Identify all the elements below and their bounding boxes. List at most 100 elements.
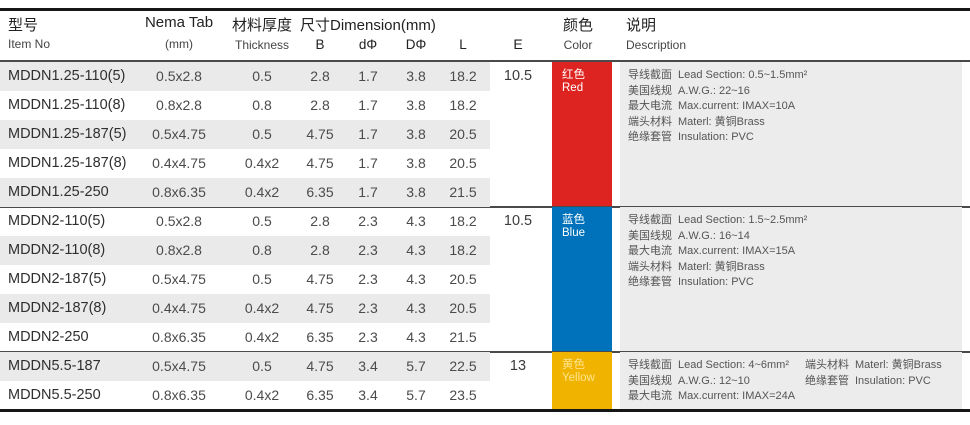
nema-tab-value: 0.4x4.75 xyxy=(152,300,206,316)
thickness-value: 0.8 xyxy=(252,242,272,258)
color-name-zh: 蓝色 xyxy=(562,214,585,226)
nema-tab-value: 0.5x4.75 xyxy=(152,358,206,374)
dim-l-value: 21.5 xyxy=(449,184,477,200)
desc-en: A.W.G.: 22~16 xyxy=(678,84,750,97)
dim-Dphi-value: 3.8 xyxy=(406,97,426,113)
desc-en: Lead Section: 4~6mm² xyxy=(678,359,789,371)
dim-l-value: 20.5 xyxy=(449,271,477,287)
desc-zh: 导线截面 xyxy=(628,359,672,371)
nema-tab-value: 0.5x2.8 xyxy=(156,68,202,84)
nema-tab-value: 0.5x4.75 xyxy=(152,126,206,142)
color-swatch-yellow: 黄色 Yellow xyxy=(552,352,612,409)
header-separator xyxy=(0,60,970,62)
desc-line: 端头材料 Materl: 黄铜Brass xyxy=(805,358,942,374)
dim-l-value: 20.5 xyxy=(449,126,477,142)
item-no: MDDN1.25-110(5) xyxy=(8,68,126,84)
table-row: MDDN1.25-250 0.8x6.35 0.4x2 6.35 1.7 3.8… xyxy=(0,178,490,207)
dim-b-value: 6.35 xyxy=(306,387,334,403)
thickness-value: 0.4x2 xyxy=(244,155,280,171)
dim-b-value: 2.8 xyxy=(310,242,330,258)
nema-tab-value: 0.5x2.8 xyxy=(156,213,202,229)
dim-b-value: 6.35 xyxy=(306,184,334,200)
desc-en: A.W.G.: 12~10 xyxy=(678,374,750,387)
e-value: 10.5 xyxy=(503,68,533,84)
col-header-desc-en: Description xyxy=(626,38,687,52)
dim-Dphi-value: 5.7 xyxy=(406,387,426,403)
dim-b-value: 6.35 xyxy=(306,329,334,345)
nema-tab-value: 0.8x2.8 xyxy=(156,242,202,258)
col-header-dphi: dΦ xyxy=(358,37,378,52)
item-no: MDDN5.5-187 xyxy=(8,358,101,374)
nema-tab-value: 0.8x6.35 xyxy=(152,387,206,403)
item-no: MDDN1.25-250 xyxy=(8,184,109,200)
thickness-value: 0.4x2 xyxy=(244,184,280,200)
dim-b-value: 2.8 xyxy=(310,213,330,229)
thickness-value: 0.4x2 xyxy=(244,329,280,345)
desc-line: 美国线规 A.W.G.: 16~14 xyxy=(628,229,962,245)
dim-l-value: 21.5 xyxy=(449,329,477,345)
col-header-b: B xyxy=(315,37,325,52)
bottom-rule xyxy=(0,409,970,412)
table-row: MDDN5.5-187 0.5x4.75 0.5 4.75 3.4 5.7 22… xyxy=(0,352,490,381)
col-header-thickness-en: Thickness xyxy=(234,38,290,52)
table-row: MDDN1.25-110(5) 0.5x2.8 0.5 2.8 1.7 3.8 … xyxy=(0,62,490,91)
table-row: MDDN1.25-187(8) 0.4x4.75 0.4x2 4.75 1.7 … xyxy=(0,149,490,178)
dim-Dphi-value: 4.3 xyxy=(406,242,426,258)
dim-b-value: 4.75 xyxy=(306,155,334,171)
dim-Dphi-value: 3.8 xyxy=(406,126,426,142)
dim-b-value: 2.8 xyxy=(310,68,330,84)
item-no: MDDN2-250 xyxy=(8,329,89,345)
item-no: MDDN2-110(8) xyxy=(8,242,106,258)
dim-l-value: 22.5 xyxy=(449,358,477,374)
dim-dphi-value: 2.3 xyxy=(358,213,378,229)
desc-zh: 最大电流 xyxy=(628,390,672,402)
table-row: MDDN2-250 0.8x6.35 0.4x2 6.35 2.3 4.3 21… xyxy=(0,323,490,352)
col-header-dimension: 尺寸Dimension(mm) xyxy=(300,17,436,34)
dim-dphi-value: 1.7 xyxy=(358,68,378,84)
thickness-value: 0.5 xyxy=(252,213,272,229)
dim-dphi-value: 1.7 xyxy=(358,184,378,200)
thickness-value: 0.5 xyxy=(252,126,272,142)
col-header-desc-zh: 说明 xyxy=(626,17,657,34)
desc-en: A.W.G.: 16~14 xyxy=(678,229,750,242)
table-row: MDDN2-110(5) 0.5x2.8 0.5 2.8 2.3 4.3 18.… xyxy=(0,207,490,236)
desc-line: 最大电流 Max.current: IMAX=15A xyxy=(628,244,962,260)
dim-dphi-value: 2.3 xyxy=(358,242,378,258)
desc-en: Insulation: PVC xyxy=(855,374,931,387)
description-panel-blue: 导线截面 Lead Section: 1.5~2.5mm² 美国线规 A.W.G.:… xyxy=(620,207,962,351)
desc-en: Insulation: PVC xyxy=(678,276,754,288)
desc-en: Insulation: PVC xyxy=(678,131,754,143)
dim-b-value: 4.75 xyxy=(306,126,334,142)
dim-l-value: 23.5 xyxy=(449,387,477,403)
dim-b-value: 2.8 xyxy=(310,97,330,113)
item-no: MDDN1.25-187(5) xyxy=(8,126,127,142)
dim-l-value: 18.2 xyxy=(449,213,477,229)
desc-en: Lead Section: 0.5~1.5mm² xyxy=(678,69,808,81)
color-label: 红色 Red xyxy=(562,69,585,95)
color-swatch-red: 红色 Red xyxy=(552,62,612,206)
desc-en: Materl: 黄铜Brass xyxy=(678,260,765,273)
desc-line: 导线截面 Lead Section: 0.5~1.5mm² xyxy=(628,68,962,84)
desc-en: Max.current: IMAX=10A xyxy=(678,100,796,112)
item-no: MDDN1.25-187(8) xyxy=(8,155,127,171)
color-name-en: Yellow xyxy=(562,372,595,384)
col-header-l: L xyxy=(459,37,467,52)
desc-zh: 导线截面 xyxy=(628,214,672,226)
item-no: MDDN1.25-110(8) xyxy=(8,97,126,113)
desc-zh: 导线截面 xyxy=(628,69,672,81)
dim-l-value: 18.2 xyxy=(449,97,477,113)
e-value: 13 xyxy=(509,358,527,374)
dim-l-value: 18.2 xyxy=(449,68,477,84)
desc-right-column: 端头材料 Materl: 黄铜Brass 绝缘套管 Insulation: PVC xyxy=(805,358,942,389)
nema-tab-value: 0.8x6.35 xyxy=(152,184,206,200)
col-header-Dphi: DΦ xyxy=(405,37,427,52)
color-label: 蓝色 Blue xyxy=(562,214,585,240)
table-row: MDDN1.25-110(8) 0.8x2.8 0.8 2.8 1.7 3.8 … xyxy=(0,91,490,120)
desc-zh: 美国线规 xyxy=(628,84,672,97)
desc-line: 绝缘套管 Insulation: PVC xyxy=(628,275,962,291)
dim-dphi-value: 1.7 xyxy=(358,155,378,171)
nema-tab-value: 0.5x4.75 xyxy=(152,271,206,287)
dim-dphi-value: 1.7 xyxy=(358,97,378,113)
desc-line: 端头材料 Materl: 黄铜Brass xyxy=(628,115,962,131)
dim-dphi-value: 3.4 xyxy=(358,387,378,403)
